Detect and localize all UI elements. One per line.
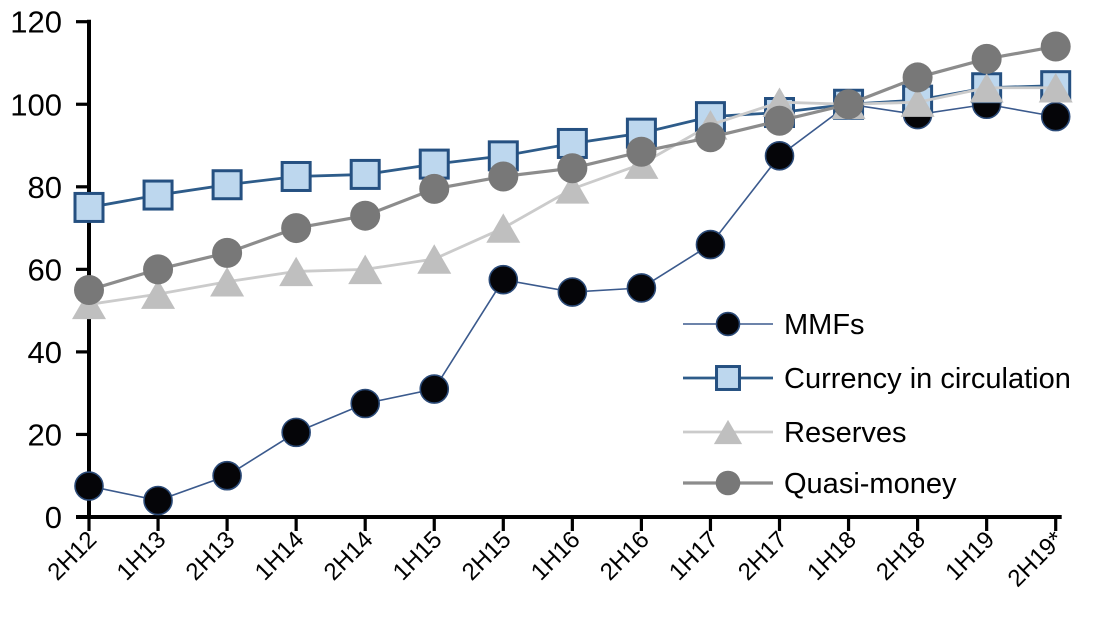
data-point-reserves-1h13 (141, 279, 176, 309)
legend-item-mmfs: MMFs (683, 309, 865, 341)
data-point-mmfs-2h15 (488, 264, 519, 295)
x-tick-label: 2H17 (733, 526, 793, 586)
data-point-mmfs-2h19 (1040, 101, 1071, 132)
data-point-mmfs-2h17 (764, 141, 795, 171)
legend-label-reserves: Reserves (784, 417, 907, 449)
data-point-quasi-money-2h13 (212, 237, 243, 268)
x-tick-label: 2H16 (595, 526, 655, 586)
data-point-currency-in-circulation-1h13 (142, 179, 174, 211)
legend-marker-mmfs (715, 311, 741, 337)
data-point-reserves-1h16 (555, 174, 590, 204)
data-point-currency-in-circulation-1h14 (280, 160, 312, 192)
data-point-mmfs-1h14 (281, 417, 311, 448)
data-point-reserves-2h14 (348, 254, 383, 285)
x-tick-label: 2H12 (43, 526, 103, 586)
y-tick-label: 40 (28, 335, 62, 370)
data-point-currency-in-circulation-2h12 (73, 191, 105, 223)
x-tick-label: 2H15 (457, 526, 517, 586)
data-point-mmfs-2h14 (350, 388, 381, 419)
legend-marker-quasi-money (715, 470, 741, 496)
data-point-reserves-2h13 (210, 267, 245, 297)
legend-label-currency-in-circulation: Currency in circulation (784, 363, 1071, 395)
x-tick-label: 1H16 (526, 526, 586, 586)
data-point-quasi-money-2h18 (902, 62, 933, 93)
y-tick-label: 60 (28, 252, 62, 287)
data-point-quasi-money-2h14 (350, 200, 381, 231)
x-tick-label: 2H18 (871, 526, 931, 586)
data-point-mmfs-2h16 (626, 273, 657, 303)
x-tick-label: 1H14 (250, 526, 310, 586)
x-tick-label: 1H15 (388, 526, 448, 586)
x-tick-label: 1H13 (112, 526, 172, 586)
x-tick-label: 2H14 (319, 526, 379, 586)
x-tick-label: 2H13 (181, 526, 241, 586)
data-point-mmfs-2h13 (212, 460, 242, 491)
data-point-quasi-money-2h17 (764, 105, 795, 136)
y-tick-label: 20 (28, 417, 62, 452)
x-tick-label: 2H19* (1003, 526, 1069, 592)
data-point-quasi-money-2h15 (488, 161, 519, 192)
data-point-reserves-2h15 (486, 213, 521, 243)
data-point-quasi-money-2h12 (74, 274, 104, 305)
legend-item-reserves: Reserves (683, 417, 907, 449)
legend-label-mmfs: MMFs (784, 309, 865, 341)
data-point-quasi-money-2h16 (626, 136, 657, 167)
x-tick-label: 1H18 (802, 526, 862, 586)
data-point-quasi-money-1h16 (557, 153, 588, 184)
data-point-mmfs-2h12 (74, 471, 104, 501)
data-point-mmfs-1h17 (695, 229, 726, 260)
data-point-reserves-2h19 (1038, 73, 1073, 103)
legend: MMFs Currency in circulation Reserves Quasi… (683, 309, 1071, 500)
data-point-quasi-money-1h15 (419, 173, 450, 204)
data-point-reserves-1h19 (969, 73, 1004, 103)
data-point-quasi-money-1h14 (281, 213, 312, 244)
legend-marker-reserves (713, 419, 743, 445)
series-quasi-money (74, 31, 1071, 305)
data-point-quasi-money-1h13 (143, 254, 174, 285)
series-layer (72, 31, 1073, 516)
data-point-currency-in-circulation-2h14 (349, 158, 381, 190)
data-point-reserves-2h18 (900, 87, 935, 117)
data-point-reserves-1h14 (279, 256, 314, 287)
x-tick-label: 1H17 (664, 526, 724, 586)
data-point-quasi-money-2h19 (1040, 31, 1071, 62)
data-point-mmfs-1h13 (143, 485, 173, 516)
legend-label-quasi-money: Quasi-money (784, 468, 957, 500)
data-point-quasi-money-1h19 (971, 43, 1002, 74)
x-tick-label: 1H19 (940, 526, 1000, 586)
legend-marker-currency-in-circulation (715, 365, 741, 391)
data-point-reserves-1h15 (417, 244, 452, 274)
data-point-mmfs-1h15 (419, 374, 450, 404)
y-tick-label: 120 (10, 5, 62, 40)
data-point-mmfs-1h16 (557, 277, 588, 307)
legend-item-quasi-money: Quasi-money (683, 468, 957, 500)
data-point-quasi-money-1h18 (833, 89, 864, 120)
y-tick-label: 100 (10, 87, 62, 122)
legend-item-currency-in-circulation: Currency in circulation (683, 363, 1071, 395)
data-point-currency-in-circulation-2h13 (211, 169, 243, 201)
y-tick-label: 0 (45, 500, 62, 535)
data-point-quasi-money-1h17 (695, 122, 726, 153)
y-tick-label: 80 (28, 170, 62, 205)
